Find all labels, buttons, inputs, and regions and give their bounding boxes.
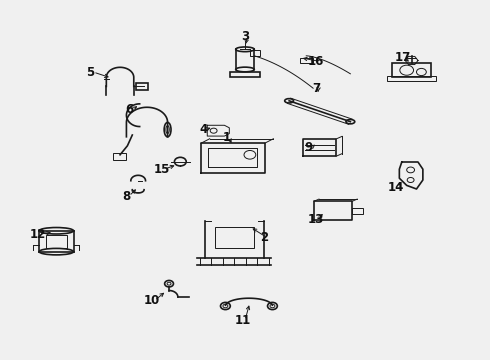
Text: 5: 5 [87,66,95,78]
Text: 17: 17 [394,51,411,64]
Bar [387,76,436,81]
Text: 3: 3 [241,30,249,42]
Text: 8: 8 [122,190,130,203]
Text: 16: 16 [308,55,324,68]
Text: 9: 9 [305,141,313,154]
Bar [230,72,260,77]
Bar [46,235,67,248]
Text: 6: 6 [126,103,134,116]
Text: 13: 13 [308,213,324,226]
Bar [352,208,363,214]
Bar [300,58,313,63]
Text: 12: 12 [30,228,47,240]
Text: 4: 4 [199,123,207,136]
Bar [215,227,254,248]
Bar [392,63,431,77]
Bar [113,153,126,160]
Bar [136,83,148,90]
Bar [250,50,260,56]
Text: 11: 11 [234,314,251,327]
Text: 1: 1 [222,131,230,144]
Text: 7: 7 [312,82,320,95]
Text: 14: 14 [388,181,404,194]
Text: 10: 10 [144,294,160,307]
Text: 15: 15 [153,163,170,176]
Text: 2: 2 [261,231,269,244]
